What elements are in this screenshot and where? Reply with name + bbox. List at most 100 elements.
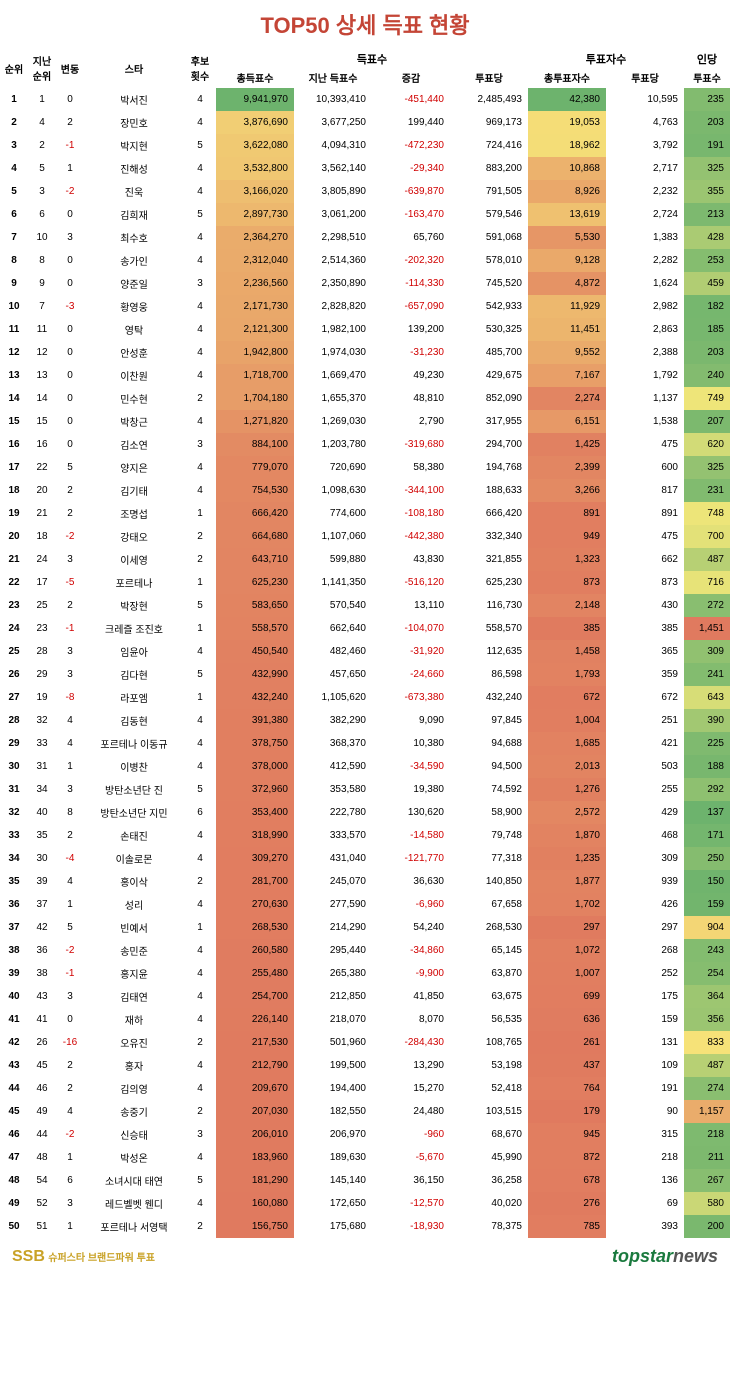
cell-cand: 5 [184,778,216,801]
cell-vper: 426 [606,893,684,916]
cell-total: 353,400 [216,801,294,824]
table-row: 33352손태진4318,990333,570-14,58079,7481,87… [0,824,730,847]
cell-vper: 2,282 [606,249,684,272]
cell-prev: 24 [28,548,56,571]
cell-change: -1 [56,617,84,640]
cell-voters: 179 [528,1100,606,1123]
table-row: 31343방탄소년단 진5372,960353,58019,38074,5921… [0,778,730,801]
cell-vper: 1,137 [606,387,684,410]
cell-rank: 23 [0,594,28,617]
cell-total: 160,080 [216,1192,294,1215]
cell-per: 579,546 [450,203,528,226]
cell-rank: 28 [0,709,28,732]
cell-pp: 203 [684,111,730,134]
cell-diff: -202,320 [372,249,450,272]
cell-pp: 459 [684,272,730,295]
th-change: 변동 [56,48,84,88]
cell-diff: -121,770 [372,847,450,870]
cell-diff: -5,670 [372,1146,450,1169]
cell-prev: 12 [28,341,56,364]
cell-per: 542,933 [450,295,528,318]
cell-prev: 36 [28,939,56,962]
cell-cand: 1 [184,916,216,939]
table-row: 110박서진49,941,97010,393,410-451,4402,485,… [0,88,730,111]
cell-last: 2,514,360 [294,249,372,272]
cell-star: 박성온 [84,1146,184,1169]
cell-star: 양준일 [84,272,184,295]
cell-total: 207,030 [216,1100,294,1123]
cell-diff: -9,900 [372,962,450,985]
cell-last: 222,780 [294,801,372,824]
cell-cand: 1 [184,617,216,640]
cell-per: 79,748 [450,824,528,847]
cell-cand: 4 [184,180,216,203]
cell-per: 63,870 [450,962,528,985]
cell-total: 260,580 [216,939,294,962]
cell-rank: 4 [0,157,28,180]
cell-star: 레드벨벳 웬디 [84,1192,184,1215]
cell-voters: 6,151 [528,410,606,433]
cell-diff: -960 [372,1123,450,1146]
cell-total: 318,990 [216,824,294,847]
topstarnews-logo: topstarnews [612,1246,718,1267]
cell-per: 67,658 [450,893,528,916]
cell-pp: 182 [684,295,730,318]
cell-change: 8 [56,801,84,824]
cell-total: 1,718,700 [216,364,294,387]
cell-change: 3 [56,548,84,571]
table-row: 3836-2송민준4260,580295,440-34,86065,1451,0… [0,939,730,962]
cell-star: 이찬원 [84,364,184,387]
cell-cand: 1 [184,502,216,525]
cell-change: -2 [56,525,84,548]
cell-last: 3,061,200 [294,203,372,226]
cell-last: 1,974,030 [294,341,372,364]
cell-total: 226,140 [216,1008,294,1031]
table-row: 19212조명섭1666,420774,600-108,180666,42089… [0,502,730,525]
table-row: 7103최수호42,364,2702,298,51065,760591,0685… [0,226,730,249]
cell-change: 1 [56,893,84,916]
cell-per: 53,198 [450,1054,528,1077]
cell-change: -1 [56,134,84,157]
cell-total: 2,897,730 [216,203,294,226]
cell-star: 홍지윤 [84,962,184,985]
cell-total: 3,622,080 [216,134,294,157]
cell-prev: 29 [28,663,56,686]
table-row: 23252박장현5583,650570,54013,110116,7302,14… [0,594,730,617]
cell-cand: 4 [184,755,216,778]
cell-star: 장민호 [84,111,184,134]
cell-prev: 9 [28,272,56,295]
cell-per: 485,700 [450,341,528,364]
cell-rank: 45 [0,1100,28,1123]
table-row: 32408방탄소년단 지민6353,400222,780130,62058,90… [0,801,730,824]
cell-pp: 203 [684,341,730,364]
cell-last: 1,141,350 [294,571,372,594]
cell-rank: 41 [0,1008,28,1031]
cell-diff: -163,470 [372,203,450,226]
cell-pp: 253 [684,249,730,272]
cell-last: 2,350,890 [294,272,372,295]
cell-rank: 36 [0,893,28,916]
cell-diff: -31,920 [372,640,450,663]
cell-last: 2,298,510 [294,226,372,249]
cell-star: 빈예서 [84,916,184,939]
cell-last: 1,982,100 [294,318,372,341]
cell-diff: -108,180 [372,502,450,525]
table-row: 3430-4이솔로몬4309,270431,040-121,77077,3181… [0,847,730,870]
cell-vper: 191 [606,1077,684,1100]
cell-cand: 4 [184,456,216,479]
cell-rank: 24 [0,617,28,640]
cell-last: 382,290 [294,709,372,732]
cell-diff: 48,810 [372,387,450,410]
table-row: 242장민호43,876,6903,677,250199,440969,1731… [0,111,730,134]
cell-pp: 355 [684,180,730,203]
cell-per: 97,845 [450,709,528,732]
cell-voters: 7,167 [528,364,606,387]
cell-total: 2,121,300 [216,318,294,341]
cell-vper: 252 [606,962,684,985]
cell-rank: 17 [0,456,28,479]
cell-per: 321,855 [450,548,528,571]
cell-rank: 10 [0,295,28,318]
cell-per: 969,173 [450,111,528,134]
cell-voters: 1,870 [528,824,606,847]
cell-last: 570,540 [294,594,372,617]
